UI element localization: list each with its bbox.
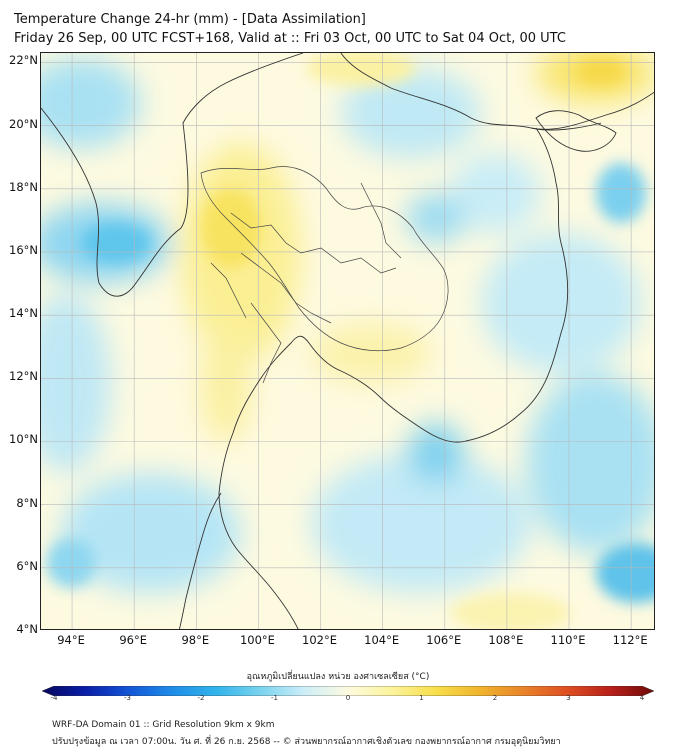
lat-label: 18°N bbox=[9, 179, 38, 194]
colorbar-tick: -2 bbox=[197, 694, 205, 702]
lat-label: 22°N bbox=[9, 53, 38, 68]
lat-label: 12°N bbox=[9, 369, 38, 384]
lon-label: 100°E bbox=[239, 633, 275, 647]
lon-label: 104°E bbox=[364, 633, 400, 647]
temperature-change-field bbox=[41, 53, 654, 629]
field-patches-broad bbox=[41, 53, 654, 593]
lon-label: 112°E bbox=[612, 633, 648, 647]
model-info-text: WRF-DA Domain 01 :: Grid Resolution 9km … bbox=[52, 720, 275, 730]
colorbar-tick: -4 bbox=[50, 694, 58, 702]
graticule bbox=[41, 53, 654, 629]
lat-label: 8°N bbox=[16, 495, 38, 510]
colorbar-title: อุณหภูมิเปลี่ยนแปลง หน่วย องศาเซลเซียส (… bbox=[246, 672, 430, 682]
map-title: Temperature Change 24-hr (mm) - [Data As… bbox=[14, 12, 366, 27]
lon-label: 98°E bbox=[181, 633, 210, 647]
lon-label: 108°E bbox=[488, 633, 524, 647]
admin-boundaries bbox=[200, 166, 449, 384]
colorbar bbox=[41, 681, 655, 697]
lon-label: 102°E bbox=[302, 633, 338, 647]
credit-text: ปรับปรุงข้อมูล ณ เวลา 07:00น. วัน ศ. ที่… bbox=[52, 737, 561, 747]
map-subtitle: Friday 26 Sep, 00 UTC FCST+168, Valid at… bbox=[14, 31, 566, 46]
map-plot-area bbox=[40, 52, 655, 630]
lat-label: 14°N bbox=[9, 306, 38, 321]
colorbar-tick: 4 bbox=[639, 694, 645, 702]
lat-label: 4°N bbox=[16, 622, 38, 636]
lon-label: 106°E bbox=[426, 633, 462, 647]
lat-label: 10°N bbox=[9, 432, 38, 447]
lon-label: 94°E bbox=[57, 633, 85, 647]
lon-label: 110°E bbox=[550, 633, 586, 647]
colorbar-tick: 3 bbox=[566, 694, 571, 702]
lat-label: 16°N bbox=[9, 242, 38, 257]
coastlines-and-borders bbox=[41, 53, 654, 629]
colorbar-tick: -1 bbox=[271, 694, 278, 702]
colorbar-tick: 1 bbox=[419, 694, 424, 702]
colorbar-tick: -3 bbox=[124, 694, 131, 702]
field-patches-fine bbox=[46, 53, 654, 629]
lat-label: 6°N bbox=[16, 558, 38, 573]
colorbar-tick: 2 bbox=[492, 694, 498, 702]
colorbar-tick: 0 bbox=[345, 694, 351, 702]
lat-label: 20°N bbox=[9, 116, 38, 131]
lon-label: 96°E bbox=[119, 633, 147, 647]
